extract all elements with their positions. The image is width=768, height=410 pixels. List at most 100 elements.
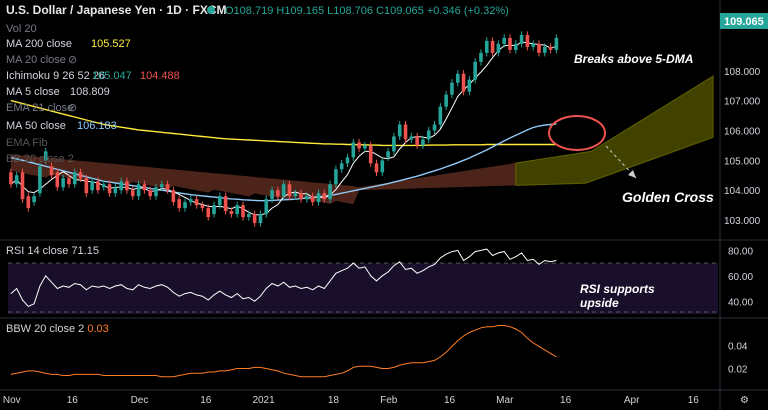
legend-ichimoku[interactable]: Ichimoku 9 26 52 26 [6,70,105,82]
candle-body [525,34,530,47]
candle-body [363,145,367,149]
candle-body [531,43,535,47]
candle [165,180,170,194]
candle [473,58,477,84]
time-tick-label: Feb [380,395,398,406]
eye-hidden-icon[interactable]: ⊘ [68,54,77,66]
candle-body [194,199,199,206]
candle [479,49,483,66]
candle-body [183,202,187,209]
time-tick-label: Dec [131,395,149,406]
price-tick-label: 107.000 [724,97,761,108]
candle-body [479,52,483,62]
candle-body [32,196,36,203]
candle [159,180,164,191]
candle [61,174,65,191]
candle-body [502,37,506,44]
rsi-label[interactable]: RSI 14 close 71.15 [6,245,99,257]
candle [519,31,524,48]
candle [490,37,495,57]
legend-vol[interactable]: Vol 20 [6,23,37,35]
candle-body [154,187,158,197]
time-tick-label: Nov [3,395,21,406]
candle-body [403,124,408,140]
candle-body [72,172,77,185]
candle [20,168,25,203]
candle [531,40,535,51]
candle [72,168,77,188]
legend-ma20[interactable]: MA 20 close [6,54,66,66]
candle-body [328,184,332,200]
candle-body [305,196,309,200]
bbw-tick-label: 0.02 [728,365,748,376]
candle [543,43,547,57]
candle [90,177,94,194]
candle-body [537,43,541,53]
bbw-tick-label: 0.04 [728,341,748,352]
candle [455,70,460,87]
candle-body [49,166,54,176]
candle-body [450,82,454,95]
eye-hidden-icon[interactable]: ⊘ [68,102,77,114]
candle [235,201,240,218]
ma200-line [10,99,557,147]
arrow-head-icon [628,170,636,178]
last-price-tag [720,13,768,29]
candle-body [43,151,48,161]
legend-ma50-value: 106.183 [77,120,117,132]
bbw-label[interactable]: BBW 20 close 2 0.03 [6,323,109,335]
candle-body [322,193,327,200]
candle-body [159,184,164,188]
candle [125,177,129,194]
candle-body [78,172,83,179]
candle-body [484,40,489,53]
candle [386,147,390,161]
candle [438,103,443,129]
candle [467,76,472,96]
candle [55,168,60,191]
candle [461,70,466,96]
symbol-title[interactable]: U.S. Dollar / Japanese Yen · 1D · FXCM [6,3,227,17]
candle [113,183,118,197]
candle [154,183,158,200]
candle-body [264,199,269,215]
candle [130,186,135,200]
annotation-rsi-2: upside [580,296,619,310]
candle-body [101,184,106,188]
candle [96,177,100,194]
candle [218,192,222,209]
candle-body [38,166,42,194]
candle [287,180,292,200]
candle-body [241,205,245,218]
candle [212,201,216,218]
bbw-value: 0.03 [87,323,108,335]
candle-body [409,136,414,140]
candle [421,135,425,149]
candle-body [14,175,19,185]
bbw-panel: 0.04 0.02 [10,325,748,378]
candle [502,34,506,48]
candle-body [415,136,419,146]
candle-body [130,190,135,197]
market-status-icon [207,6,215,14]
rsi-panel: 80.00 60.00 40.00 [8,246,753,314]
candle [525,31,530,51]
candle-body [397,124,402,137]
candle-body [554,37,559,50]
candle [548,43,553,54]
legend-ma200[interactable]: MA 200 close [6,38,72,50]
candle-body [444,94,448,107]
legend-bb[interactable]: BB 20 close 2 [6,153,74,165]
candle-body [461,73,466,92]
legend-ema-hidden[interactable]: EMA Fib [6,137,48,149]
legend-ma50[interactable]: MA 50 close [6,120,66,132]
legend-ma5[interactable]: MA 5 close [6,86,60,98]
candle-body [189,199,193,203]
candle-body [299,193,303,200]
candle-body [270,190,274,200]
rsi-tick-label: 60.00 [728,272,753,283]
axes: 103.000 104.000 105.000 106.000 107.000 108.0… [3,67,761,406]
candle [26,192,31,212]
legend-ema21[interactable]: EMA 21 close [6,102,73,114]
